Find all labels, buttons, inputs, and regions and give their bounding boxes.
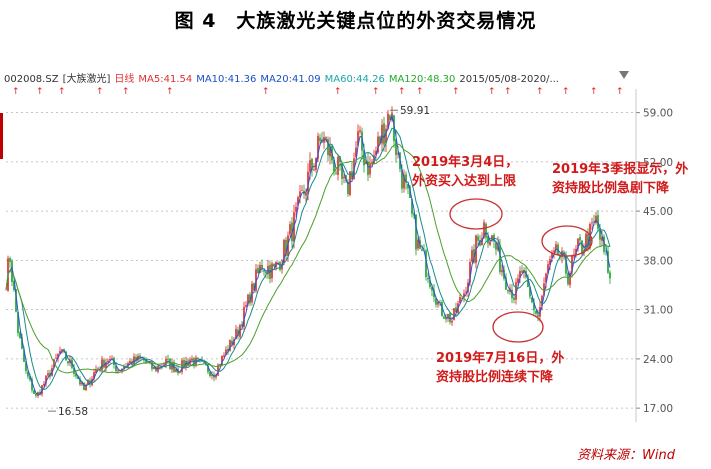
figure-title: 图 4 大族激光关键点位的外资交易情况: [174, 10, 537, 32]
indicator-item-7: MA120:48.30: [388, 74, 456, 85]
indicator-item-5: MA20:41.09: [260, 74, 321, 85]
source-note: 资料来源：Wind: [577, 448, 675, 463]
indicator-item-2: 日线: [114, 74, 135, 85]
indicator-item-6: MA60:44.26: [324, 74, 385, 85]
indicator-item-3: MA5:41.54: [138, 74, 193, 85]
indicator-item-1: [大族激光]: [62, 74, 111, 85]
indicator-item-4: MA10:41.36: [196, 74, 257, 85]
indicator-item-8: 2015/05/08-2020/...: [459, 74, 559, 85]
indicator-item-0: 002008.SZ: [4, 74, 59, 85]
chart-panel: [0, 62, 711, 434]
indicator-bar: 002008.SZ [大族激光] 日线 MA5:41.54 MA10:41.36 MA20…: [4, 70, 563, 85]
left-edge-marker: [0, 113, 3, 159]
chevron-down-icon[interactable]: [619, 71, 629, 79]
